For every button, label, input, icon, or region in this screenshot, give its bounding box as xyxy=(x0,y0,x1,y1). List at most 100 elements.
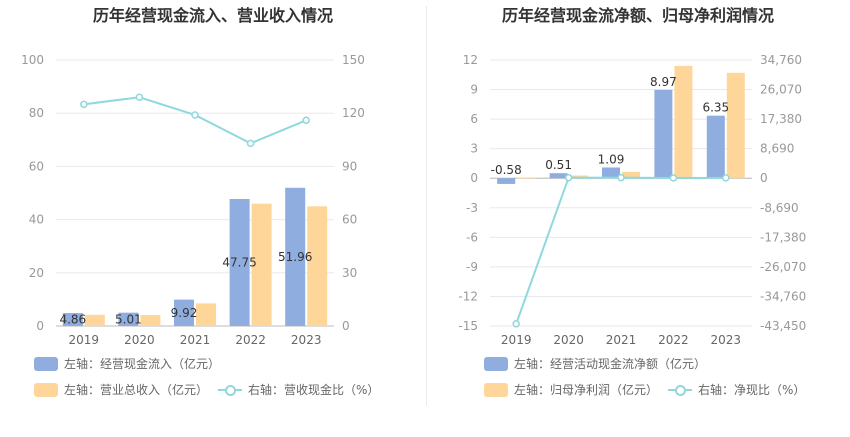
left-axis-tick-label: -3 xyxy=(466,201,478,215)
bar-series2 xyxy=(196,303,216,326)
right-chart-svg: 12 34,760 9 26,070 6 17,380 3 8,690 0 0 -3 -8,690 -6… xyxy=(458,53,806,347)
left-axis-tick-label: 0 xyxy=(36,319,44,333)
bar-data-label: 51.96 xyxy=(278,250,312,264)
right-axis-tick-label: -43,450 xyxy=(760,319,806,333)
legend-swatch-blue xyxy=(484,356,508,371)
bar-series2 xyxy=(622,171,640,179)
bar-series1 xyxy=(549,173,568,179)
bar-data-label: 6.35 xyxy=(702,101,729,115)
legend-label: 左轴：归母净利润（亿元） xyxy=(514,383,659,397)
legend-swatch-orange xyxy=(484,382,508,397)
left-axis-tick-label: 9 xyxy=(470,83,478,97)
left-axis-tick-label: -9 xyxy=(466,260,478,274)
ratio-point xyxy=(246,139,255,148)
ratio-point xyxy=(722,174,730,182)
right-axis-tick-label: -8,690 xyxy=(760,201,799,215)
left-axis-tick-label: 0 xyxy=(470,171,478,185)
left-axis-tick-label: -15 xyxy=(458,319,478,333)
right-axis-tick-label: -17,380 xyxy=(760,230,806,244)
left-axis-tick-label: -6 xyxy=(466,230,478,244)
right-axis-tick-label: 26,070 xyxy=(760,83,802,97)
left-axis-tick-label: 6 xyxy=(470,112,478,126)
bar-series1 xyxy=(602,167,620,179)
legend-label: 左轴：经营活动现金流净额（亿元） xyxy=(514,357,707,371)
x-axis-tick-label: 2020 xyxy=(553,333,584,347)
right-axis-tick-label: 0 xyxy=(760,171,768,185)
right-axis-tick-label: 8,690 xyxy=(760,142,794,156)
left-axis-tick-label: 80 xyxy=(29,106,44,120)
right-axis-tick-label: -26,070 xyxy=(760,260,806,274)
bar-series1 xyxy=(118,312,139,326)
left-chart-title: 历年经营现金流入、营业收入情况 xyxy=(92,6,333,25)
bar-data-label: 5.01 xyxy=(115,312,142,326)
right-chart-title: 历年经营现金流净额、归母净利润情况 xyxy=(501,6,774,25)
bar-series2 xyxy=(307,206,328,326)
bar-data-label: 4.86 xyxy=(59,313,86,327)
bar-series2 xyxy=(84,314,105,326)
bar-series1 xyxy=(285,187,306,326)
bar-series1 xyxy=(497,178,516,184)
ratio-line xyxy=(83,96,307,145)
right-axis-tick-label: 60 xyxy=(342,213,357,227)
right-axis-tick-label: 150 xyxy=(342,53,365,67)
bar-series1 xyxy=(229,198,250,326)
bar-data-label: 47.75 xyxy=(222,255,256,269)
right-axis-tick-label: 34,760 xyxy=(760,53,802,67)
ratio-line xyxy=(515,176,726,325)
left-chart-panel: 历年经营现金流入、营业收入情况 0 0 20 30 40 60 60 90 80 120 100 15… xyxy=(21,6,379,398)
ratio-point xyxy=(80,100,88,109)
bar-series2 xyxy=(726,72,745,179)
legend-swatch-orange xyxy=(34,382,58,397)
left-legend-item-inflow[interactable]: 左轴：经营现金流入（亿元） xyxy=(34,355,220,372)
left-axis-tick-label: -12 xyxy=(458,289,478,303)
left-legend-item-ratio[interactable]: 右轴：营收现金比（%） xyxy=(218,381,379,398)
x-axis-tick-label: 2019 xyxy=(501,333,532,347)
ratio-point xyxy=(669,174,678,182)
ratio-point xyxy=(135,93,144,101)
left-axis-tick-label: 40 xyxy=(29,213,44,227)
right-axis-tick-label: 17,380 xyxy=(760,112,802,126)
x-axis-tick-label: 2022 xyxy=(235,333,266,347)
right-axis-tick-label: 90 xyxy=(342,159,357,173)
ratio-point xyxy=(617,173,625,182)
bar-series2 xyxy=(517,178,536,179)
right-axis-tick-label: 120 xyxy=(342,106,365,120)
bar-data-label: -0.58 xyxy=(491,163,522,177)
panel-divider xyxy=(426,6,427,406)
bar-series1 xyxy=(174,299,194,326)
x-axis-tick-label: 2023 xyxy=(711,333,742,347)
legend-label: 左轴：经营现金流入（亿元） xyxy=(64,357,221,371)
legend-line-marker-icon xyxy=(218,383,242,397)
bar-data-label: 9.92 xyxy=(171,306,198,320)
bar-data-label: 0.51 xyxy=(545,158,572,172)
x-axis-tick-label: 2019 xyxy=(69,333,100,347)
x-axis-tick-label: 2023 xyxy=(291,333,322,347)
bar-series1 xyxy=(62,313,83,326)
left-axis-tick-label: 3 xyxy=(470,142,478,156)
right-legend-item-ratio[interactable]: 右轴：净现比（%） xyxy=(668,381,805,398)
right-legend-item-netcash[interactable]: 左轴：经营活动现金流净额（亿元） xyxy=(484,355,706,372)
legend-label: 右轴：营收现金比（%） xyxy=(248,383,380,397)
x-axis-tick-label: 2021 xyxy=(180,333,211,347)
left-axis-tick-label: 100 xyxy=(21,53,44,67)
right-legend-item-profit[interactable]: 左轴：归母净利润（亿元） xyxy=(484,381,658,398)
legend-label: 右轴：净现比（%） xyxy=(698,383,806,397)
left-chart-svg: 0 0 20 30 40 60 60 90 80 120 100 150 2019 2020 2021 202… xyxy=(21,53,365,347)
ratio-point xyxy=(191,111,199,119)
left-axis-tick-label: 12 xyxy=(463,53,478,67)
x-axis-tick-label: 2020 xyxy=(124,333,155,347)
ratio-point xyxy=(564,173,573,182)
bar-data-label: 8.97 xyxy=(650,75,677,89)
legend-line-marker-icon xyxy=(668,383,692,397)
x-axis-tick-label: 2022 xyxy=(658,333,689,347)
left-legend-item-revenue[interactable]: 左轴：营业总收入（亿元） xyxy=(34,381,208,398)
ratio-point xyxy=(512,320,520,328)
bar-series1 xyxy=(706,115,725,179)
legend-swatch-blue xyxy=(34,356,58,371)
left-axis-tick-label: 60 xyxy=(29,159,44,173)
left-axis-tick-label: 20 xyxy=(29,266,44,280)
bar-series2 xyxy=(140,315,161,326)
right-axis-tick-label: 0 xyxy=(342,319,350,333)
right-axis-tick-label: -34,760 xyxy=(760,289,806,303)
